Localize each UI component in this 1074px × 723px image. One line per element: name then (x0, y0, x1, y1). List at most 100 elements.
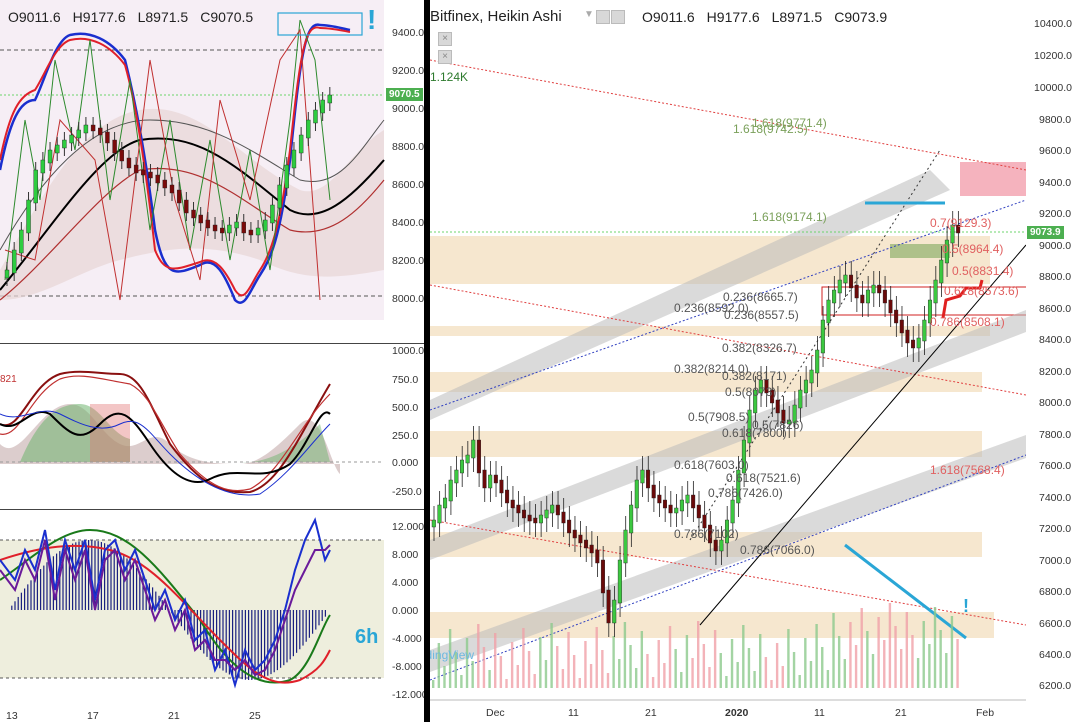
macd-histogram-bar (36, 572, 38, 610)
volume-bar (713, 630, 717, 688)
macd-tick: -8.000 (392, 661, 422, 673)
left-price-tick: 8200.0 (392, 255, 424, 267)
volume-bar (674, 649, 677, 688)
symbol-title: Bitfinex, Heikin Ashi (430, 8, 562, 25)
volume-bar (849, 622, 852, 688)
close-icon[interactable]: × (438, 50, 452, 64)
macd-histogram-bar (315, 610, 317, 630)
left-price-pane[interactable]: O9011.6 H9177.6 L8971.5 C9070.5 ! 9400.0 92… (0, 0, 424, 342)
right-candle (713, 539, 718, 552)
right-candle (533, 517, 538, 524)
left-candle (298, 134, 304, 154)
volume-bar (770, 680, 773, 688)
volume-bar (905, 612, 909, 688)
volume-bar (567, 632, 570, 688)
macd-histogram-bar (308, 610, 310, 638)
right-price-pane[interactable]: Bitfinex, Heikin Ashi ▼ O9011.6 H9177.6 L8… (430, 0, 1074, 722)
fib-label: 0.236(8557.5) (724, 308, 799, 322)
fib-label: 0.618(7603.0) (674, 458, 749, 472)
fib-label: 0.786(7426.0) (708, 486, 783, 500)
timeframe-label: 6h (355, 626, 379, 648)
macd-histogram-bar (84, 540, 86, 610)
macd-histogram-bar (139, 571, 141, 610)
macd-histogram-bar (305, 610, 307, 642)
volume-bar (798, 675, 801, 688)
right-candle (612, 599, 617, 624)
right-candle (600, 559, 605, 594)
macd-histogram-bar (110, 546, 112, 610)
right-candle (933, 279, 938, 304)
volume-bar (640, 631, 644, 688)
volume-bar (956, 639, 959, 688)
pane-divider[interactable] (424, 0, 430, 722)
left-candle (248, 229, 254, 236)
left-last-price-tag: 9070.5 (386, 88, 423, 101)
macd-histogram-bar (20, 592, 22, 610)
macd-tick: 4.000 (392, 577, 419, 589)
volume-bar (883, 640, 886, 688)
right-date-tick: 11 (814, 707, 825, 719)
right-candle (922, 319, 927, 342)
volume-bar (618, 659, 621, 688)
volume-bar (759, 634, 762, 688)
right-candle (775, 399, 780, 414)
macd-histogram-bar (312, 610, 314, 634)
macd-histogram-bar (116, 550, 118, 610)
left-oscillator-pane[interactable]: 821 1000.0 750.0 500.0 250.0 0.000 -250.… (0, 343, 424, 509)
left-candle (155, 174, 160, 184)
right-candle (741, 439, 746, 474)
left-candle (176, 189, 182, 204)
macd-histogram-bar (49, 559, 51, 610)
macd-histogram-bar (62, 548, 64, 610)
macd-histogram-bar (24, 588, 26, 610)
right-candle (516, 504, 521, 514)
volume-bar (815, 624, 818, 688)
right-candle (465, 454, 470, 464)
fib-label: 0.618(8573.6) (944, 284, 1019, 298)
right-candle (871, 284, 876, 294)
volume-bar (792, 652, 796, 688)
volume-bar (719, 653, 722, 688)
right-candle (555, 504, 560, 516)
volume-bar (950, 616, 954, 688)
symbol-dropdown-chevron-icon[interactable]: ▼ (584, 9, 594, 20)
macd-histogram-bar (270, 610, 272, 675)
right-ohlc-close: C9073.9 (834, 9, 888, 25)
right-date-tick: 21 (895, 707, 907, 719)
right-candle (837, 279, 842, 294)
macd-histogram-bar (68, 545, 70, 610)
left-candle (133, 164, 139, 174)
macd-histogram-bar (267, 610, 269, 676)
right-candle (781, 409, 786, 424)
volume-bar (708, 667, 711, 688)
macd-histogram-bar (30, 580, 32, 610)
settings-icon[interactable] (596, 10, 610, 24)
right-candle (561, 511, 566, 524)
left-date-tick: 21 (168, 710, 180, 722)
right-candle (854, 284, 859, 299)
macd-histogram-bar (132, 564, 134, 610)
left-candle (306, 119, 311, 139)
close-icon[interactable]: × (438, 32, 452, 46)
volume-bar (634, 668, 638, 688)
volume-bar (922, 621, 925, 688)
right-candle (832, 289, 837, 304)
macd-histogram-bar (280, 610, 282, 668)
volume-bar (432, 680, 435, 688)
fib-label: 0.5(8964.4) (942, 242, 1004, 256)
right-date-tick: 11 (568, 707, 579, 719)
volume-bar (578, 678, 581, 688)
fib-label: 0.786(8508.1) (930, 315, 1005, 329)
left-macd-pane[interactable]: 6h 12.000 8.000 4.000 0.000 -4.000 -8.00… (0, 509, 424, 723)
volume-bar (623, 622, 627, 688)
right-candle (606, 589, 611, 624)
right-price-chart (430, 0, 1074, 722)
eye-icon[interactable] (611, 10, 625, 24)
left-price-tick: 8000.0 (392, 293, 424, 305)
right-candle (820, 319, 825, 354)
volume-bar (522, 628, 525, 688)
right-price-tick: 10400.0 (1034, 18, 1072, 30)
right-candle (888, 299, 893, 314)
left-candle (198, 214, 203, 224)
right-candle (634, 479, 639, 509)
